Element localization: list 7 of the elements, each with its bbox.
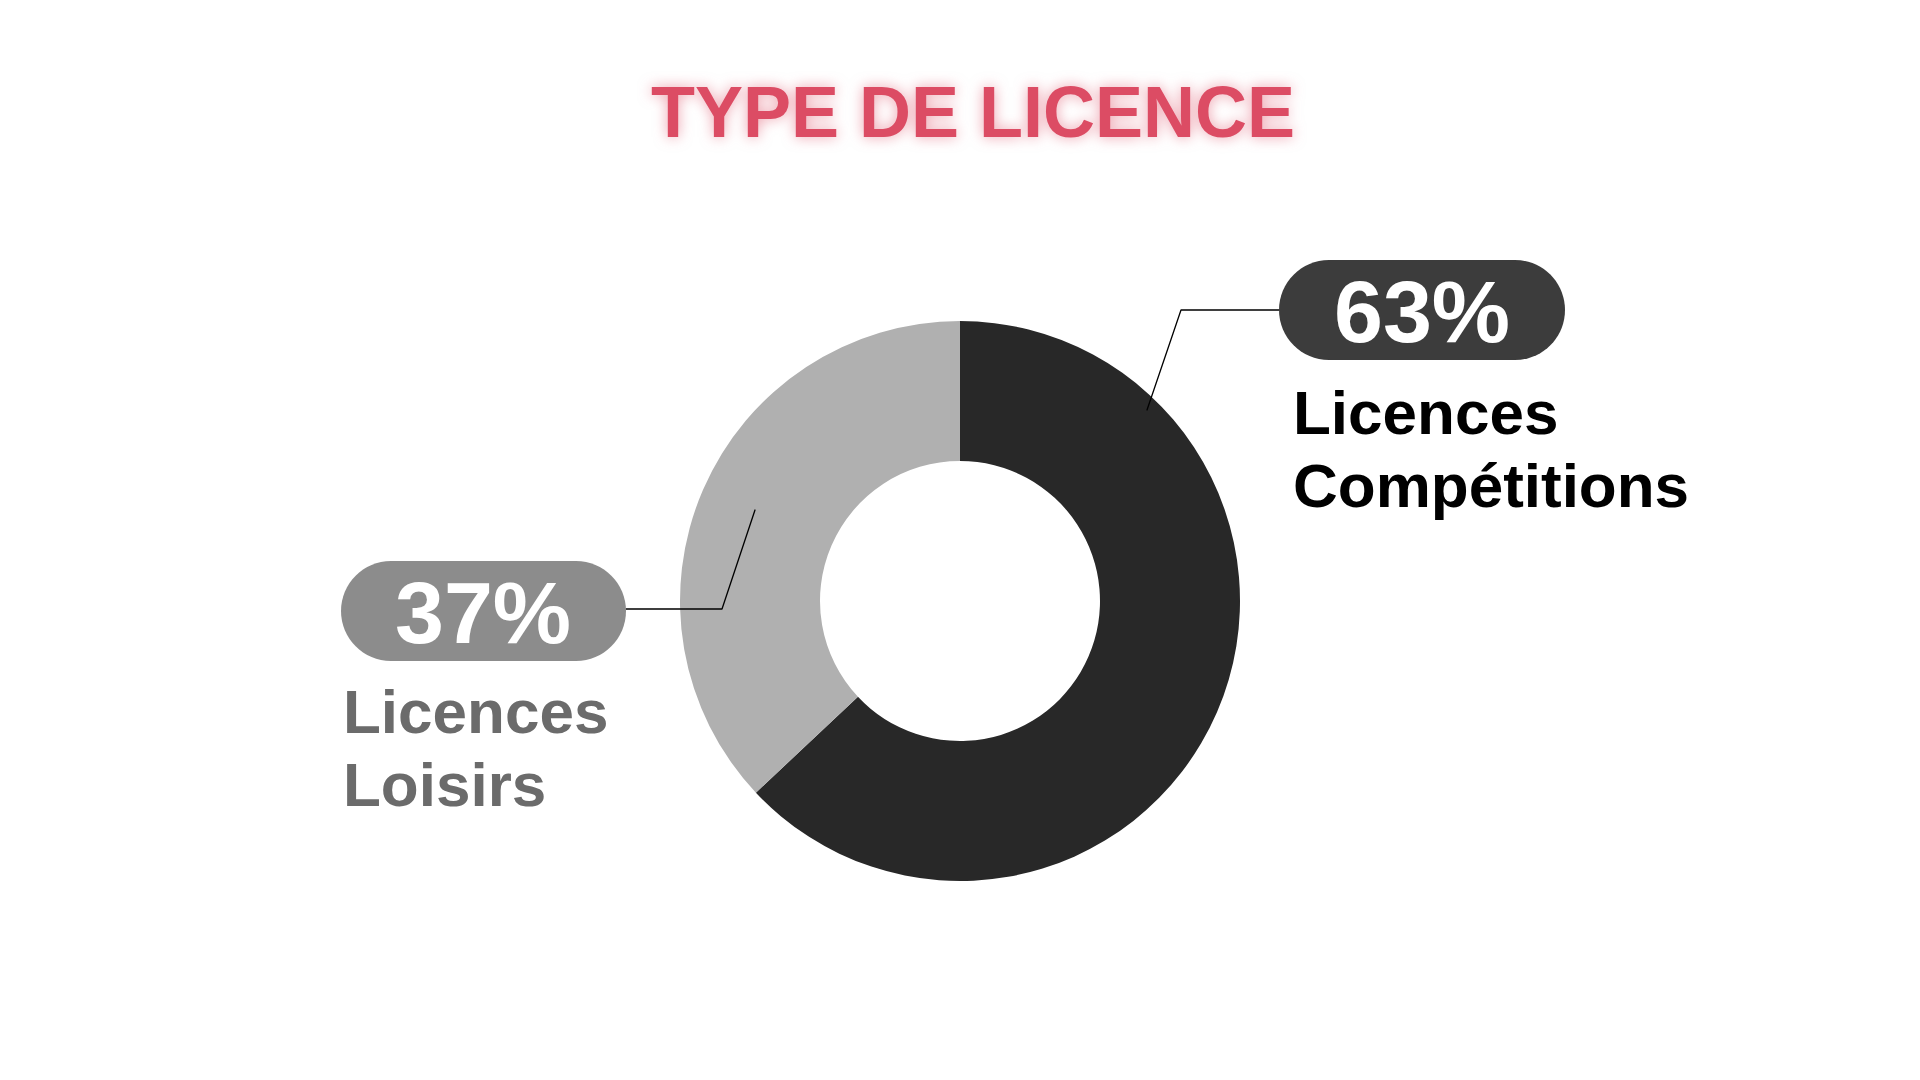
donut-slice [680, 321, 960, 793]
data-label: 63% [1333, 262, 1511, 361]
data-label: 37% [394, 563, 572, 662]
donut-slice [755, 321, 1240, 881]
chart-title: TYPE DE LICENCE [650, 72, 1296, 152]
slice-label: Licences Loisirs [343, 677, 609, 819]
slice-label: Licences Compétitions [1293, 378, 1690, 520]
